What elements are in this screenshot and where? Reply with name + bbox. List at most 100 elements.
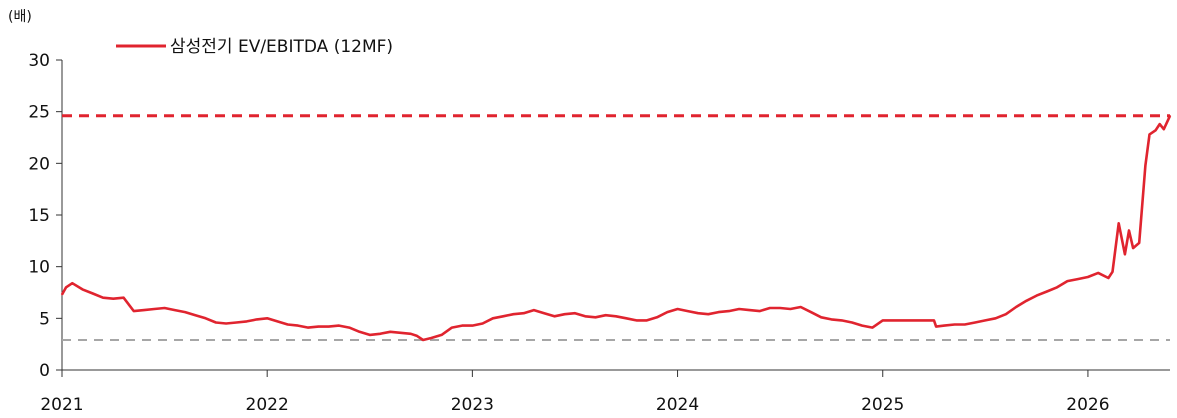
data-point	[368, 334, 371, 336]
data-point	[830, 318, 833, 321]
data-point	[1132, 247, 1134, 249]
data-point	[65, 286, 67, 289]
data-point	[71, 282, 74, 285]
y-unit-label: (배)	[8, 9, 32, 25]
data-point	[307, 326, 310, 329]
data-point	[594, 316, 597, 319]
data-point	[615, 315, 617, 318]
data-point	[1066, 280, 1069, 282]
data-point	[881, 319, 884, 322]
data-point	[1015, 306, 1017, 308]
data-point	[440, 334, 443, 336]
data-point	[799, 306, 802, 308]
data-point	[707, 313, 710, 316]
x-tick-label: 2025	[861, 395, 904, 415]
data-point	[738, 308, 740, 310]
data-point	[1148, 133, 1151, 136]
data-point	[840, 319, 843, 322]
data-point	[471, 324, 474, 327]
data-point	[245, 320, 248, 323]
data-point	[1138, 242, 1141, 244]
data-point	[512, 313, 515, 316]
data-point	[861, 324, 864, 327]
data-point	[779, 307, 781, 309]
data-point	[645, 319, 648, 322]
y-tick-label: 25	[28, 103, 50, 123]
data-point	[935, 325, 937, 328]
data-point	[635, 319, 638, 322]
legend: 삼성전기 EV/EBITDA (12MF)	[116, 37, 393, 57]
data-point	[1056, 286, 1058, 289]
data-point	[1117, 222, 1120, 225]
y-tick-label: 20	[28, 154, 50, 174]
x-tick-label: 2022	[246, 395, 289, 415]
data-point	[1111, 271, 1114, 273]
data-point	[174, 309, 176, 311]
data-point	[943, 324, 946, 327]
data-point	[327, 325, 330, 328]
data-point	[215, 321, 217, 324]
data-point	[481, 322, 484, 325]
series-line	[60, 115, 1172, 342]
data-point	[225, 322, 227, 325]
data-point	[974, 321, 976, 324]
data-point	[163, 307, 166, 309]
data-point	[728, 310, 730, 312]
data-point	[666, 311, 669, 313]
data-point	[235, 321, 238, 324]
data-point	[687, 310, 689, 312]
data-point	[112, 297, 115, 300]
data-point	[204, 317, 207, 320]
data-point	[102, 296, 104, 299]
data-point	[399, 332, 402, 334]
data-point	[902, 319, 905, 322]
data-point	[297, 324, 299, 327]
legend-label: 삼성전기 EV/EBITDA (12MF)	[170, 37, 393, 57]
reference-lines	[62, 114, 1170, 342]
data-point	[1128, 229, 1130, 232]
data-point	[1046, 290, 1048, 293]
data-point	[317, 325, 320, 328]
data-point	[286, 323, 289, 326]
data-point	[61, 293, 63, 296]
data-point	[543, 312, 545, 314]
data-point	[789, 308, 792, 310]
data-point	[91, 292, 94, 295]
data-point	[533, 309, 535, 311]
data-point	[625, 317, 628, 320]
data-point	[553, 315, 556, 318]
data-point	[416, 335, 418, 337]
data-point	[820, 316, 822, 319]
data-point	[912, 319, 915, 322]
data-point	[410, 333, 412, 335]
data-point	[422, 339, 424, 341]
data-point	[338, 324, 340, 327]
y-tick-label: 15	[28, 206, 50, 226]
data-point	[851, 321, 853, 324]
x-tick-label: 2021	[40, 395, 83, 415]
data-point	[1154, 129, 1157, 132]
data-point	[276, 320, 279, 323]
data-point	[922, 319, 925, 322]
data-point	[1087, 276, 1089, 278]
data-point	[994, 317, 997, 320]
data-point	[1025, 299, 1028, 302]
x-tick-label: 2026	[1066, 395, 1109, 415]
y-tick-label: 10	[28, 258, 50, 278]
data-point	[348, 326, 351, 329]
data-point	[1169, 115, 1171, 117]
data-point	[1163, 128, 1165, 131]
series-layer	[60, 115, 1172, 342]
data-point	[451, 326, 453, 329]
data-point	[871, 326, 874, 329]
data-point	[379, 333, 381, 335]
data-point	[758, 310, 761, 312]
data-point	[933, 319, 935, 322]
y-tick-label: 0	[39, 361, 50, 381]
data-point	[604, 314, 607, 317]
data-point	[492, 317, 494, 320]
data-point	[964, 323, 966, 326]
data-point	[584, 315, 587, 318]
data-point	[769, 307, 771, 309]
